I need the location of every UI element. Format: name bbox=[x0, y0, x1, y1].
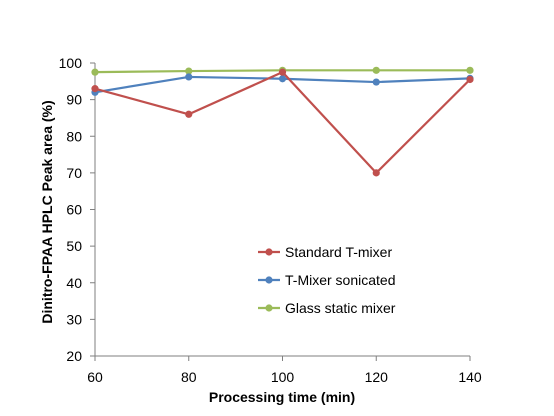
data-point-standard-t-mixer bbox=[466, 75, 474, 84]
data-point-glass-static-mixer bbox=[185, 67, 193, 75]
x-tick-labels: 60 80 100 120 140 bbox=[87, 369, 482, 385]
y-tick-label: 20 bbox=[66, 348, 82, 364]
axes bbox=[90, 62, 471, 361]
legend-marker-t-mixer-sonicated bbox=[265, 276, 273, 284]
x-tick-label: 120 bbox=[365, 369, 389, 385]
x-axis-title: Processing time (min) bbox=[209, 389, 355, 405]
legend-label-t-mixer-sonicated: T-Mixer sonicated bbox=[285, 272, 395, 288]
y-axis-title: Dinitro-FPAA HPLC Peak area (%) bbox=[39, 100, 55, 323]
y-tick-label: 80 bbox=[66, 128, 82, 144]
y-tick-label: 70 bbox=[66, 165, 82, 181]
y-tick-label: 40 bbox=[66, 275, 82, 291]
y-tick-label: 30 bbox=[66, 311, 82, 327]
data-point-t-mixer-sonicated bbox=[278, 75, 287, 83]
legend-label-standard-t-mixer: Standard T-mixer bbox=[285, 244, 392, 260]
data-point-glass-static-mixer bbox=[466, 66, 474, 74]
x-tick-label: 100 bbox=[271, 369, 295, 385]
data-point-standard-t-mixer bbox=[185, 110, 193, 118]
y-tick-label: 100 bbox=[59, 55, 83, 71]
series-group bbox=[91, 66, 474, 177]
data-point-standard-t-mixer bbox=[91, 85, 99, 93]
x-tick-label: 80 bbox=[181, 369, 197, 385]
data-point-glass-static-mixer bbox=[91, 68, 99, 76]
y-tick-label: 60 bbox=[66, 202, 82, 218]
legend-label-glass-static-mixer: Glass static mixer bbox=[285, 300, 396, 316]
y-tick-labels: 20 30 40 50 60 70 80 90 100 bbox=[59, 55, 83, 364]
data-point-t-mixer-sonicated bbox=[372, 78, 380, 86]
x-tick-label: 140 bbox=[458, 369, 482, 385]
data-point-glass-static-mixer bbox=[372, 66, 380, 74]
y-tick-label: 90 bbox=[66, 92, 82, 108]
legend-marker-glass-static-mixer bbox=[265, 304, 273, 312]
x-tick-label: 60 bbox=[87, 369, 103, 385]
data-point-standard-t-mixer bbox=[278, 68, 287, 76]
y-tick-label: 50 bbox=[66, 238, 82, 254]
legend: Standard T-mixer T-Mixer sonicated Glass s… bbox=[258, 244, 396, 316]
data-point-t-mixer-sonicated bbox=[185, 73, 193, 81]
legend-marker-standard-t-mixer bbox=[265, 248, 273, 256]
series-line-standard-t-mixer bbox=[94, 71, 471, 174]
data-point-standard-t-mixer bbox=[372, 169, 380, 177]
